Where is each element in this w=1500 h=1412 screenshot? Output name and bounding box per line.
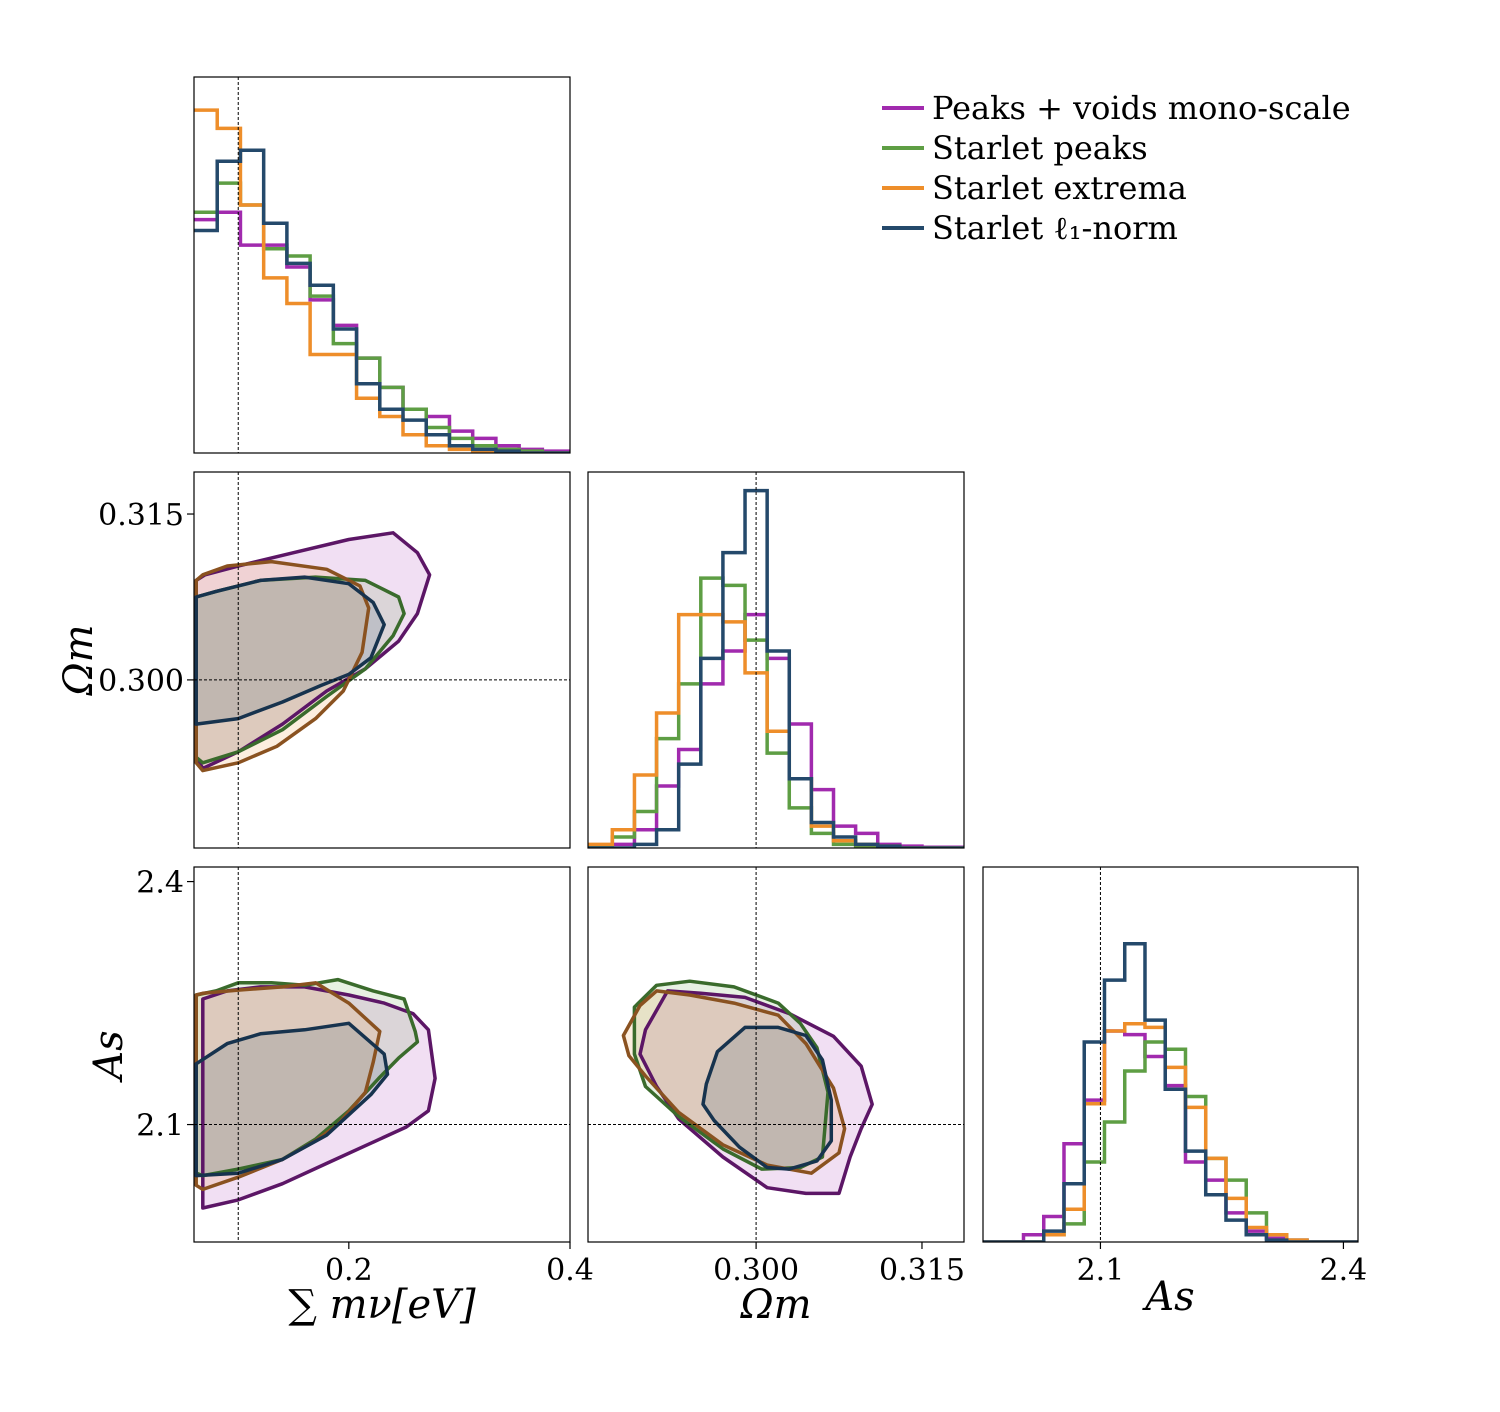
x-axis-label-as: As [1141,1274,1194,1320]
om-as-fill-2 [623,990,845,1174]
legend-label-2: Starlet extrema [932,169,1187,207]
hist-as-hist-2 [983,1022,1358,1242]
hist-om-hist-3 [588,488,964,848]
hist-as-hist-1 [983,1040,1358,1242]
hist-om-series-group [588,488,964,848]
om-as-contour-group [621,979,874,1196]
mnu-om-contour-group [194,531,432,773]
mnu-om-fill-3 [196,577,385,725]
panel-hist-mnu [193,76,571,454]
mnu-as-contour-group [194,977,437,1210]
om-xaxis-ticklabel-0: 0.300 [713,1253,799,1288]
mnu-as-fill-2 [196,982,380,1190]
x-axis-label-mnu: ∑ mν[eV] [288,1282,476,1328]
as-xaxis-ticklabel-0: 2.1 [1077,1253,1125,1288]
mnu-xaxis-ticklabel-0: 0.2 [325,1253,373,1288]
hist-mnu-hist-1 [194,181,570,453]
om-as-fill-3 [703,1027,832,1170]
hist-mnu-series-group [194,108,570,453]
hist-mnu-hist-3 [194,148,570,453]
y-axis-label-om: Ωm [56,624,102,696]
panel-om-as [587,866,965,1243]
legend-label-3: Starlet ℓ₁-norm [932,209,1178,247]
hist-mnu-hist-2 [194,108,570,453]
mnu-om-line-2 [194,559,371,773]
mnu-as-line-3 [194,1021,390,1178]
om-yaxis-ticklabel-0: 0.300 [98,664,184,699]
hist-om-hist-1 [588,576,964,848]
as-yaxis-ticklabel-0: 2.1 [136,1109,184,1144]
om-yaxis-ticklabel-1: 0.315 [98,498,184,533]
y-axis-label-as: As [86,1030,132,1083]
legend-label-0: Peaks + voids mono-scale [932,89,1351,127]
hist-as-series-group [983,941,1358,1242]
hist-as-hist-0 [983,1029,1358,1242]
legend-label-1: Starlet peaks [932,129,1148,167]
mnu-xaxis-ticklabel-1: 0.4 [546,1253,594,1288]
as-yaxis-ticklabel-1: 2.4 [136,866,184,901]
mnu-as-fill-1 [196,979,418,1176]
x-axis-label-om: Ωm [739,1282,811,1328]
mnu-as-fill-3 [196,1023,388,1176]
om-xaxis-ticklabel-1: 0.315 [879,1253,965,1288]
hist-as-hist-3 [983,941,1358,1242]
panel-mnu-as [193,866,571,1243]
as-xaxis-ticklabel-1: 2.4 [1320,1253,1368,1288]
mnu-om-fill-0 [196,532,430,769]
panel-hist-as [982,866,1359,1243]
panel-mnu-om [193,471,571,849]
panel-hist-om [587,471,965,849]
mnu-om-line-3 [194,575,386,726]
om-as-line-2 [621,989,847,1175]
